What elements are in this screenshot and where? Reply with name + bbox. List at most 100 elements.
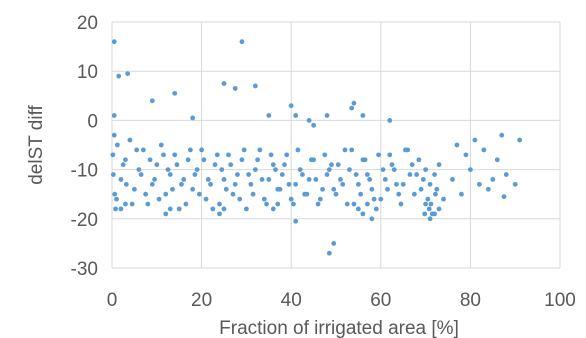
data-point xyxy=(244,206,249,212)
data-point xyxy=(300,172,305,177)
data-point xyxy=(123,201,128,207)
data-point xyxy=(239,157,245,163)
data-point xyxy=(414,172,420,177)
data-point xyxy=(252,83,258,89)
data-point xyxy=(324,113,330,118)
data-point xyxy=(499,132,505,138)
data-point xyxy=(396,191,402,197)
y-tick-label: 0 xyxy=(87,111,98,132)
y-tick-label: 10 xyxy=(77,62,98,83)
data-point xyxy=(481,147,487,153)
data-point xyxy=(170,186,175,192)
data-point xyxy=(450,177,455,182)
data-point xyxy=(463,152,469,158)
data-point xyxy=(136,167,142,173)
data-point xyxy=(362,157,368,163)
data-point xyxy=(282,162,287,168)
data-point xyxy=(143,191,149,197)
data-point xyxy=(398,201,404,207)
data-point xyxy=(161,152,166,158)
data-point xyxy=(208,181,213,187)
data-point xyxy=(179,181,184,187)
data-point xyxy=(297,167,303,173)
data-point xyxy=(313,177,319,182)
data-point xyxy=(149,181,155,187)
data-point xyxy=(331,241,337,246)
data-point xyxy=(152,177,157,182)
data-point xyxy=(425,196,431,202)
data-point xyxy=(270,162,276,168)
data-point xyxy=(385,186,390,192)
data-point xyxy=(149,98,155,104)
data-point xyxy=(293,218,299,224)
data-point xyxy=(436,162,442,168)
data-point xyxy=(138,172,144,177)
data-point xyxy=(194,167,200,173)
data-point xyxy=(284,152,290,158)
data-point xyxy=(147,157,153,163)
data-point xyxy=(111,113,117,118)
data-point xyxy=(248,181,254,187)
x-tick-label: 60 xyxy=(370,290,391,311)
data-point xyxy=(270,206,276,212)
data-point xyxy=(288,103,294,109)
data-point xyxy=(295,147,301,153)
x-axis-title: Fraction of irrigated area [%] xyxy=(219,318,459,338)
data-point xyxy=(223,186,229,192)
data-point xyxy=(329,162,334,168)
data-point xyxy=(188,147,193,153)
data-point xyxy=(311,122,316,128)
data-point xyxy=(172,152,178,158)
data-point xyxy=(196,191,202,197)
data-point xyxy=(286,181,292,187)
data-point xyxy=(268,152,274,158)
data-point xyxy=(181,177,187,182)
data-point xyxy=(293,181,299,187)
data-point xyxy=(183,201,189,207)
data-point xyxy=(273,167,278,173)
data-point xyxy=(232,86,238,91)
data-point xyxy=(210,206,216,212)
data-point xyxy=(422,211,428,217)
data-point xyxy=(512,181,518,187)
y-tick-label: 20 xyxy=(77,13,98,34)
data-point xyxy=(351,201,357,207)
data-point xyxy=(403,147,408,153)
data-point xyxy=(434,186,440,192)
data-point xyxy=(331,186,337,192)
data-point xyxy=(163,211,169,217)
data-point xyxy=(111,132,117,138)
data-point xyxy=(293,113,299,118)
data-point xyxy=(426,206,432,212)
data-point xyxy=(190,186,196,192)
data-point xyxy=(264,201,269,207)
data-point xyxy=(176,206,182,212)
data-point xyxy=(387,152,393,158)
data-point xyxy=(110,152,116,158)
data-point xyxy=(412,191,417,197)
data-point xyxy=(418,186,424,192)
data-point xyxy=(221,177,227,182)
data-point xyxy=(364,201,370,207)
data-point xyxy=(246,172,252,177)
data-point xyxy=(118,206,124,212)
data-point xyxy=(250,191,256,197)
data-point xyxy=(416,157,422,163)
data-point xyxy=(167,206,173,212)
data-point xyxy=(266,113,272,118)
data-point xyxy=(344,201,350,207)
data-point xyxy=(391,167,397,173)
data-point xyxy=(259,177,265,182)
data-point xyxy=(358,191,364,197)
y-axis-title: delST diff xyxy=(26,104,47,184)
data-point xyxy=(212,162,218,168)
data-point xyxy=(468,167,473,173)
data-point xyxy=(326,250,332,256)
data-point xyxy=(454,142,460,148)
data-point xyxy=(241,147,247,153)
data-point xyxy=(145,201,151,207)
data-point xyxy=(503,172,509,177)
data-point xyxy=(353,172,359,177)
y-tick-label: -20 xyxy=(71,210,98,231)
